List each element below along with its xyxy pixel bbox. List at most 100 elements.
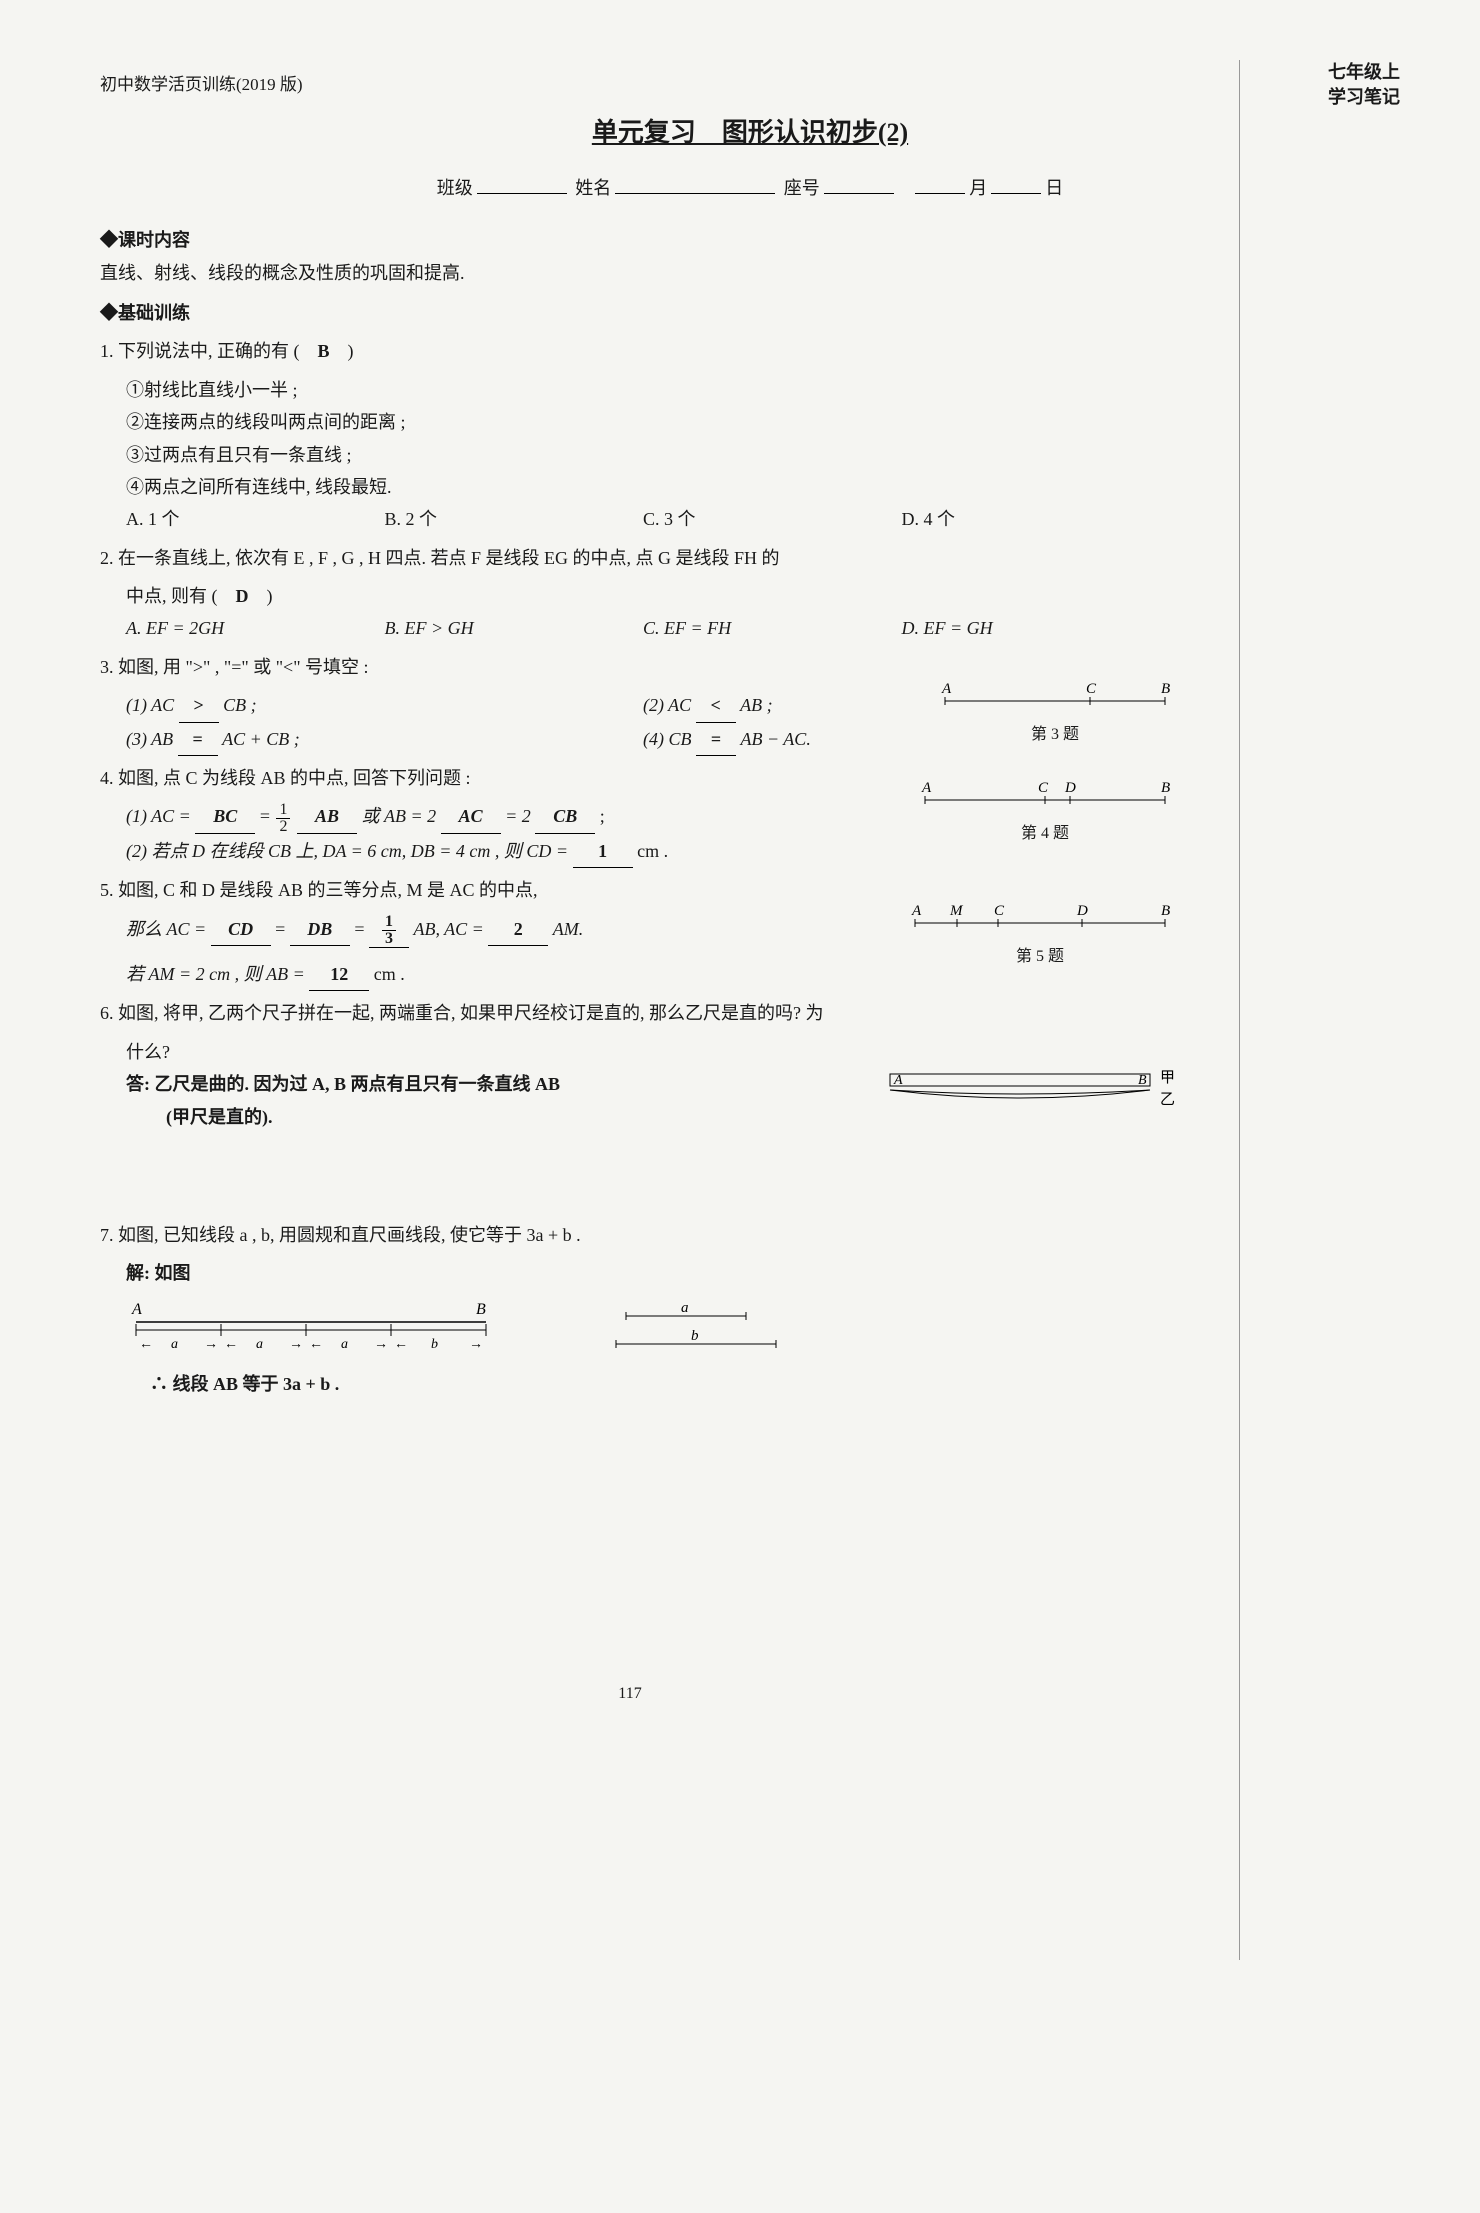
q2-opt-c: C. EF = FH [643,612,902,644]
q4-p1-a1: BC [195,800,255,833]
notes-divider [1239,60,1240,1960]
q5-figure: A M C D B 第 5 题 [910,903,1170,972]
svg-text:甲: 甲 [1160,1070,1175,1086]
q4-p2-ans: 1 [573,835,633,868]
q5-caption: 第 5 题 [910,943,1170,972]
q3-a2-ans: < [696,689,736,722]
q2-opt-d: D. EF = GH [902,612,1161,644]
notes-label: 学习笔记 [1328,85,1400,110]
q3-a2-post: AB ; [740,695,772,715]
q4-frac-den: 2 [276,819,290,835]
q5-l2-pre: 那么 AC = [126,919,206,939]
q6-stem2: 什么? [126,1036,1160,1068]
q6-stem: 6. 如图, 将甲, 乙两个尺子拼在一起, 两端重合, 如果甲尺经校订是直的, … [100,997,1160,1029]
q2-opt-a: A. EF = 2GH [126,612,385,644]
class-label: 班级 [437,178,473,198]
svg-text:←: ← [394,1337,408,1352]
q7-conclusion: ∴ 线段 AB 等于 3a + b . [150,1368,1160,1400]
q1-opt-d: D. 4 个 [902,503,1161,535]
q2-opt-b: B. EF > GH [385,612,644,644]
q4-p1-a2: AB [297,800,357,833]
q5-a4: 12 [309,958,369,991]
q1-stem: 1. 下列说法中, 正确的有 ( [100,341,318,361]
q3-figure: A C B 第 3 题 [940,681,1170,750]
q1-item-2: ②连接两点的线段叫两点间的距离 ; [126,406,1160,438]
q2-stem2-post: ) [249,586,273,606]
q2-options: A. EF = 2GH B. EF > GH C. EF = FH D. EF … [126,612,1160,644]
q3-blank3: (3) AB = AC + CB ; [126,723,643,756]
q4-p1-end: ; [600,806,605,826]
q1-item-3: ③过两点有且只有一条直线 ; [126,439,1160,471]
q4-p1-mid2: = 2 [505,806,531,826]
svg-text:a: a [256,1337,263,1352]
q5-frac-num: 1 [382,914,396,931]
q7-solution-label: 解: 如图 [126,1257,1160,1289]
header-right: 七年级上 学习笔记 [1328,60,1400,110]
svg-text:←: ← [139,1337,153,1352]
grade-label: 七年级上 [1328,60,1400,85]
svg-text:←: ← [309,1337,323,1352]
q4-p1-a3: AC [441,800,501,833]
q4-p1-eq1: = [260,806,275,826]
svg-text:A: A [941,681,952,697]
q4-figure: A C D B 第 4 题 [920,780,1170,849]
svg-text:B: B [1138,1073,1147,1088]
name-label: 姓名 [575,178,611,198]
day-label: 日 [1045,178,1063,198]
svg-text:a: a [341,1337,348,1352]
section-content-label: ◆课时内容 [100,224,1160,256]
q3-a4-post: AB − AC. [741,729,811,749]
q7-figure-left: A B ←a→ ←a→ ←a→ ←b→ [126,1300,506,1360]
q3-a1-pre: (1) AC [126,695,174,715]
q7-figure-right: a b [606,1300,786,1360]
seat-label: 座号 [784,178,820,198]
q5-eq1: = [275,919,290,939]
q3-a4-pre: (4) CB [643,729,692,749]
month-label: 月 [969,178,987,198]
q3-caption: 第 3 题 [940,721,1170,750]
content-text: 直线、射线、线段的概念及性质的巩固和提高. [100,257,1160,289]
svg-text:←: ← [224,1337,238,1352]
q5-post: AM. [553,919,584,939]
svg-text:→: → [204,1337,218,1352]
q4-frac-num: 1 [276,802,290,819]
svg-text:a: a [171,1337,178,1352]
q1-item-1: ①射线比直线小一半 ; [126,374,1160,406]
q2-stem2-pre: 中点, 则有 ( [126,586,236,606]
q3-a1-ans: > [179,689,219,722]
svg-text:a: a [681,1300,689,1316]
svg-text:乙: 乙 [1160,1092,1175,1108]
svg-text:b: b [691,1328,699,1344]
q3-a3-ans: = [178,723,218,756]
page-number: 117 [100,1680,1160,1709]
svg-text:B: B [1161,780,1170,796]
q5-mid: AB, AC = [413,919,483,939]
q5-frac-den: 3 [382,931,396,947]
svg-text:A: A [131,1301,142,1318]
q5-a3: 2 [488,913,548,946]
q4-p2-pre: (2) 若点 D 在线段 CB 上, DA = 6 cm, DB = 4 cm … [126,841,568,861]
q3-stem: 3. 如图, 用 ">" , "=" 或 "<" 号填空 : [100,651,1160,683]
svg-text:b: b [431,1337,438,1352]
page-title: 单元复习 图形认识初步(2) [100,110,1400,157]
q4-p1-mid: 或 AB = 2 [361,806,436,826]
svg-text:A: A [893,1073,903,1088]
q1-item-4: ④两点之间所有连线中, 线段最短. [126,471,1160,503]
q5-a2: DB [290,913,350,946]
svg-text:B: B [1161,681,1170,697]
q5-eq2: = [354,919,369,939]
header-left: 初中数学活页训练(2019 版) [100,70,303,101]
svg-text:A: A [911,903,922,919]
q7-stem: 7. 如图, 已知线段 a , b, 用圆规和直尺画线段, 使它等于 3a + … [100,1219,1160,1251]
q1-answer: B [318,341,330,361]
svg-text:C: C [1086,681,1097,697]
q1-options: A. 1 个 B. 2 个 C. 3 个 D. 4 个 [126,503,1160,535]
q5-a1: CD [211,913,271,946]
q3-a3-post: AC + CB ; [222,729,300,749]
svg-text:B: B [1161,903,1170,919]
svg-text:M: M [949,903,964,919]
svg-text:B: B [476,1301,486,1318]
info-line: 班级 姓名 座号 月 日 [100,172,1400,204]
svg-text:A: A [921,780,932,796]
q1-opt-a: A. 1 个 [126,503,385,535]
